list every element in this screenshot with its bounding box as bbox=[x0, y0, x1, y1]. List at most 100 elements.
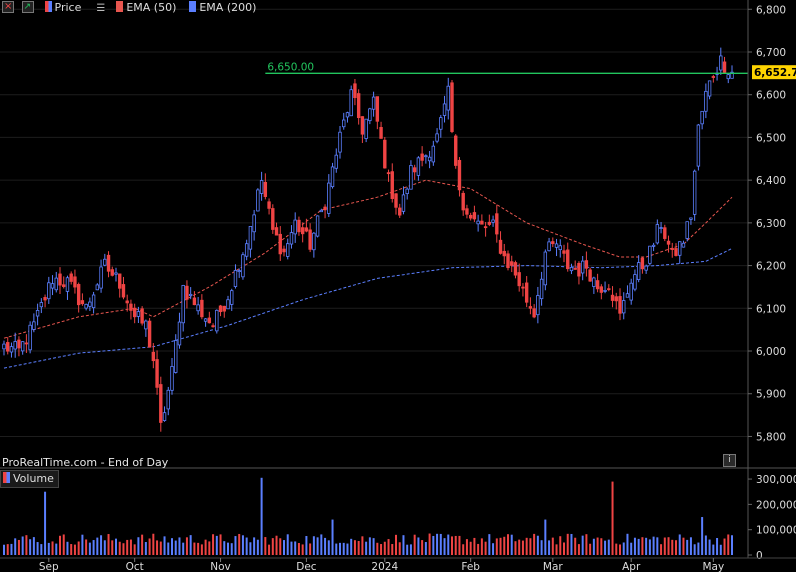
volume-bar bbox=[604, 540, 607, 555]
volume-bar bbox=[219, 534, 222, 555]
candle bbox=[651, 242, 656, 252]
volume-bar bbox=[342, 542, 345, 555]
volume-bar bbox=[596, 537, 599, 555]
candle bbox=[666, 235, 671, 253]
volume-bar bbox=[305, 536, 308, 555]
volume-bar bbox=[451, 536, 453, 555]
volume-bar bbox=[570, 533, 573, 555]
candle bbox=[405, 187, 409, 200]
volume-bar bbox=[577, 544, 580, 555]
volume-bar bbox=[473, 537, 476, 555]
volume-bar bbox=[309, 543, 312, 555]
candle bbox=[170, 357, 174, 395]
volume-bar bbox=[88, 542, 91, 555]
volume-bar bbox=[566, 533, 569, 555]
volume-bar bbox=[660, 544, 663, 555]
volume-bar bbox=[477, 543, 480, 555]
candle bbox=[155, 350, 159, 395]
volume-bar bbox=[589, 543, 592, 555]
volume-bar bbox=[193, 542, 196, 555]
volume-bar bbox=[283, 540, 285, 555]
candle bbox=[390, 163, 394, 203]
candle bbox=[670, 242, 674, 258]
candle bbox=[566, 242, 570, 272]
volume-bar bbox=[335, 543, 338, 555]
volume-bar bbox=[723, 538, 726, 555]
volume-bar bbox=[424, 542, 427, 555]
candle bbox=[528, 297, 533, 315]
volume-bar bbox=[62, 534, 65, 555]
volume-bar bbox=[533, 533, 536, 555]
time-tick-label: Nov bbox=[210, 561, 231, 572]
candle bbox=[103, 253, 107, 267]
candle bbox=[446, 77, 450, 120]
volume-bar bbox=[686, 539, 689, 555]
candle bbox=[700, 110, 704, 130]
volume-bar bbox=[118, 541, 121, 555]
candle bbox=[342, 112, 346, 130]
candle bbox=[457, 157, 462, 197]
arrow-up-icon[interactable]: ↗ bbox=[21, 1, 34, 13]
volume-bar bbox=[536, 535, 539, 555]
volume-bar bbox=[391, 544, 394, 555]
candle bbox=[278, 226, 282, 261]
volume-bar bbox=[383, 541, 386, 555]
volume-bar bbox=[682, 537, 685, 555]
volume-bar bbox=[488, 534, 491, 555]
candle bbox=[106, 251, 111, 278]
candle bbox=[13, 332, 17, 358]
volume-bar bbox=[279, 538, 282, 555]
candle bbox=[222, 305, 226, 318]
legend-ema200[interactable]: EMA (200) bbox=[199, 1, 257, 14]
legend-ema50[interactable]: EMA (50) bbox=[126, 1, 177, 14]
volume-bar bbox=[574, 537, 577, 555]
candle bbox=[539, 271, 544, 306]
volume-bar bbox=[436, 533, 439, 555]
info-icon[interactable]: i bbox=[723, 454, 736, 467]
candle bbox=[300, 222, 305, 243]
volume-tick-label: 200,000 bbox=[756, 499, 796, 511]
volume-bar bbox=[144, 542, 147, 555]
candle bbox=[200, 294, 204, 320]
candle bbox=[192, 291, 197, 306]
candle bbox=[233, 264, 238, 289]
volume-bar bbox=[301, 544, 304, 555]
volume-bar bbox=[331, 519, 334, 555]
price-axis-ticks: 6,800 6,700 6,600 6,500 6,400 6,300 6,200 6,100… bbox=[748, 4, 786, 443]
volume-pane-label[interactable]: Volume bbox=[0, 470, 59, 488]
volume-bar bbox=[648, 539, 651, 555]
candle bbox=[554, 238, 559, 257]
legend-price[interactable]: Price bbox=[54, 1, 82, 14]
volume-bar bbox=[182, 542, 185, 555]
candle bbox=[84, 303, 88, 311]
candle bbox=[35, 303, 40, 326]
volume-bar bbox=[432, 535, 435, 555]
volume-bar bbox=[447, 534, 450, 555]
close-icon[interactable]: × bbox=[2, 1, 14, 13]
candle bbox=[353, 79, 357, 106]
candle bbox=[595, 273, 600, 293]
candle bbox=[510, 255, 514, 273]
volume-bar bbox=[126, 539, 129, 555]
candle bbox=[386, 169, 391, 182]
volume-bar bbox=[671, 539, 674, 555]
candle bbox=[356, 89, 361, 125]
volume-bar bbox=[122, 543, 125, 555]
candle bbox=[375, 96, 380, 130]
candle bbox=[487, 214, 492, 227]
ema50-swatch bbox=[116, 1, 124, 12]
volume-bar bbox=[645, 537, 648, 555]
candle bbox=[412, 164, 417, 180]
candle bbox=[711, 74, 716, 83]
candle bbox=[304, 218, 309, 233]
menu-icon[interactable]: ☰ bbox=[96, 3, 106, 14]
candle bbox=[427, 150, 432, 169]
volume-bar bbox=[600, 538, 603, 555]
volume-bar bbox=[551, 537, 554, 555]
candle bbox=[663, 224, 667, 242]
candle bbox=[454, 134, 458, 169]
level-line-label: 6,650.00 bbox=[267, 61, 314, 73]
volume-bar bbox=[230, 543, 233, 555]
volume-bar bbox=[96, 537, 99, 555]
candle bbox=[409, 160, 413, 190]
